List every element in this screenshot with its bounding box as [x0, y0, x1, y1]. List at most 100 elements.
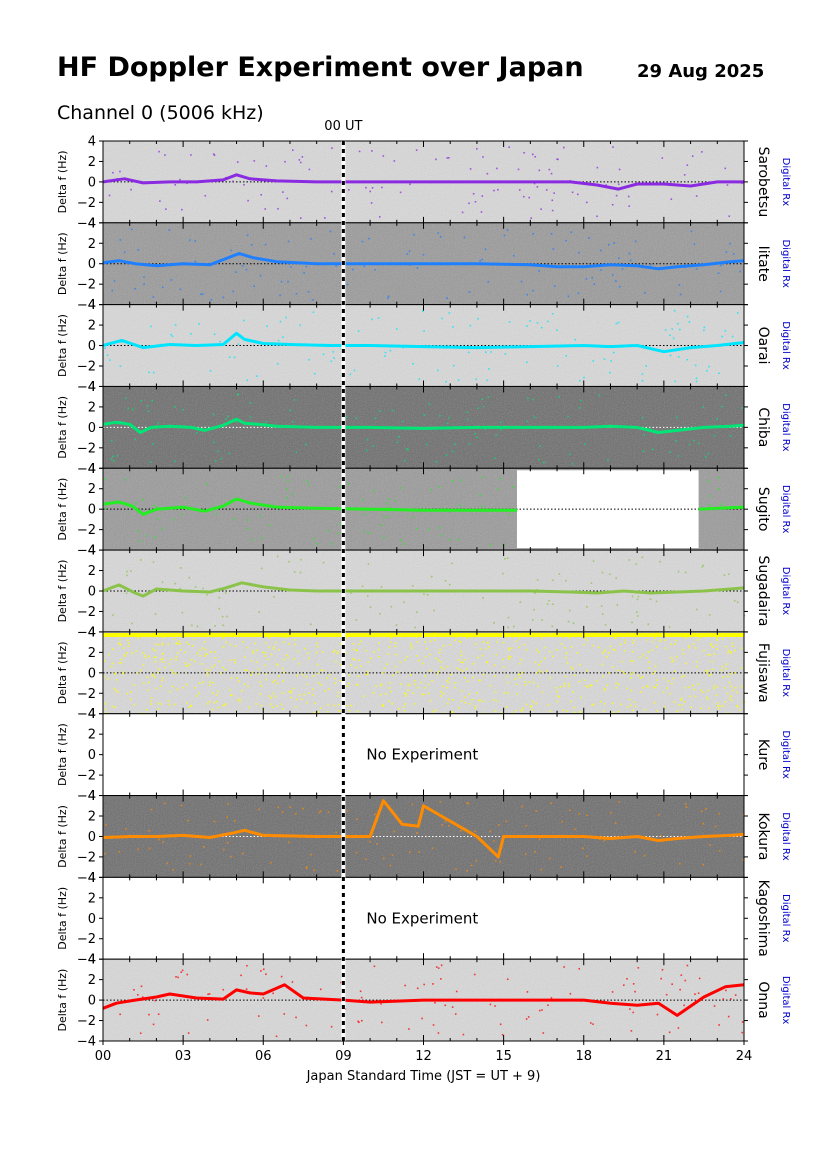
speckle-point [222, 646, 225, 648]
speckle-point [346, 283, 349, 286]
speckle-point [268, 524, 271, 526]
speckle-point [446, 680, 449, 682]
speckle-point [686, 964, 689, 967]
speckle-point [411, 585, 414, 587]
speckle-point [489, 830, 492, 833]
speckle-point [269, 703, 272, 706]
speckle-point [486, 172, 489, 175]
speckle-point [614, 637, 616, 639]
speckle-point [586, 669, 588, 672]
speckle-point [333, 649, 336, 652]
speckle-point [730, 685, 733, 688]
speckle-point [201, 647, 204, 649]
speckle-point [520, 280, 523, 283]
speckle-point [389, 641, 392, 643]
station-name: Oarai [755, 327, 771, 365]
speckle-point [113, 688, 116, 690]
speckle-point [719, 290, 722, 293]
speckle-point [739, 270, 742, 273]
speckle-point [150, 808, 153, 811]
speckle-point [734, 994, 737, 996]
speckle-point [700, 689, 703, 692]
speckle-point [442, 667, 445, 670]
speckle-point [268, 695, 271, 697]
speckle-point [391, 409, 394, 412]
speckle-point [327, 529, 330, 532]
speckle-point [188, 576, 191, 579]
channel-subtitle: Channel 0 (5006 kHz) [57, 102, 264, 124]
speckle-point [448, 824, 450, 827]
speckle-point [309, 623, 312, 626]
speckle-point [708, 365, 710, 368]
speckle-point [538, 270, 540, 272]
speckle-point [397, 707, 400, 710]
speckle-point [543, 646, 546, 649]
speckle-point [358, 659, 360, 662]
speckle-point [363, 530, 365, 533]
speckle-point [379, 693, 382, 696]
speckle-point [368, 237, 370, 240]
speckle-point [609, 645, 612, 648]
speckle-point [332, 651, 335, 653]
speckle-point [153, 656, 156, 659]
speckle-point [376, 843, 378, 845]
speckle-point [446, 422, 449, 425]
speckle-point [664, 329, 667, 331]
speckle-point [642, 675, 644, 678]
speckle-point [196, 625, 199, 628]
speckle-point [458, 640, 461, 642]
speckle-point [645, 365, 647, 367]
speckle-point [552, 248, 555, 250]
speckle-point [494, 710, 497, 712]
speckle-point [294, 643, 297, 646]
speckle-point [470, 864, 473, 867]
speckle-point [586, 814, 588, 817]
speckle-point [360, 665, 362, 667]
speckle-point [363, 695, 365, 698]
speckle-point [618, 800, 620, 803]
speckle-point [490, 544, 492, 546]
speckle-point [435, 709, 437, 712]
speckle-point [318, 811, 321, 814]
speckle-point [380, 586, 383, 588]
speckle-point [578, 379, 581, 382]
speckle-point [562, 709, 564, 712]
speckle-point [466, 802, 469, 804]
y-tick-label: −2 [77, 769, 96, 784]
speckle-point [503, 666, 505, 668]
speckle-point [536, 649, 538, 651]
speckle-point [386, 663, 389, 665]
speckle-point [250, 674, 252, 676]
speckle-point [127, 642, 130, 644]
speckle-point [674, 670, 676, 673]
speckle-point [270, 653, 273, 656]
speckle-point [688, 646, 691, 649]
speckle-point [214, 625, 216, 627]
speckle-point [526, 325, 528, 327]
speckle-point [518, 189, 521, 191]
speckle-point [539, 445, 542, 447]
speckle-point [209, 669, 211, 671]
speckle-point [275, 641, 277, 644]
speckle-point [718, 850, 721, 852]
speckle-point [213, 702, 216, 704]
speckle-point [124, 478, 126, 481]
speckle-point [380, 1003, 382, 1005]
speckle-point [337, 695, 339, 697]
x-axis-label: Japan Standard Time (JST = UT + 9) [306, 1069, 541, 1084]
speckle-point [374, 268, 376, 271]
speckle-point [413, 679, 416, 682]
speckle-point [307, 291, 310, 293]
receiver-label: Digital Rx [780, 894, 791, 943]
speckle-point [631, 621, 633, 624]
speckle-point [602, 675, 605, 678]
speckle-point [411, 516, 414, 519]
speckle-point [620, 703, 622, 706]
speckle-point [664, 639, 667, 642]
speckle-point [410, 647, 413, 650]
speckle-point [305, 265, 308, 268]
speckle-point [643, 434, 646, 436]
speckle-point [260, 567, 263, 570]
speckle-point [423, 330, 425, 332]
speckle-point [437, 670, 440, 673]
